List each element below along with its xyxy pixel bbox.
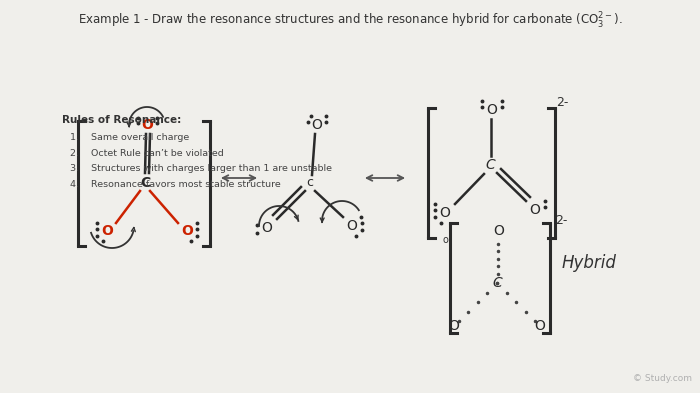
Text: 2-: 2- bbox=[556, 97, 568, 110]
Text: O: O bbox=[181, 224, 193, 238]
Text: 2-: 2- bbox=[555, 213, 568, 226]
Text: O: O bbox=[535, 319, 545, 333]
Text: O: O bbox=[141, 118, 153, 132]
Text: O: O bbox=[312, 118, 323, 132]
Text: O: O bbox=[440, 206, 450, 220]
Text: O: O bbox=[530, 203, 540, 217]
Text: O: O bbox=[449, 319, 459, 333]
Text: 2.    Octet Rule can’t be violated: 2. Octet Rule can’t be violated bbox=[70, 149, 224, 158]
Text: O: O bbox=[486, 103, 498, 117]
Text: O: O bbox=[262, 221, 272, 235]
Text: C: C bbox=[140, 176, 150, 190]
Text: 4.    Resonance favors most stable structure: 4. Resonance favors most stable structur… bbox=[70, 180, 281, 189]
Text: Rules of Resonance:: Rules of Resonance: bbox=[62, 115, 181, 125]
Text: c: c bbox=[307, 176, 314, 189]
Text: Example 1 - Draw the resonance structures and the resonance hybrid for carbonate: Example 1 - Draw the resonance structure… bbox=[78, 11, 622, 31]
Text: O: O bbox=[101, 224, 113, 238]
Text: O: O bbox=[494, 224, 505, 238]
Text: C: C bbox=[492, 276, 502, 290]
Text: O: O bbox=[346, 219, 358, 233]
Text: C: C bbox=[485, 158, 495, 172]
Text: © Study.com: © Study.com bbox=[633, 374, 692, 383]
Text: o: o bbox=[442, 235, 448, 245]
Text: Hybrid: Hybrid bbox=[562, 254, 617, 272]
Text: 1.    Same overall charge: 1. Same overall charge bbox=[70, 133, 189, 142]
Text: 3.    Structures with charges larger than 1 are unstable: 3. Structures with charges larger than 1… bbox=[70, 164, 332, 173]
